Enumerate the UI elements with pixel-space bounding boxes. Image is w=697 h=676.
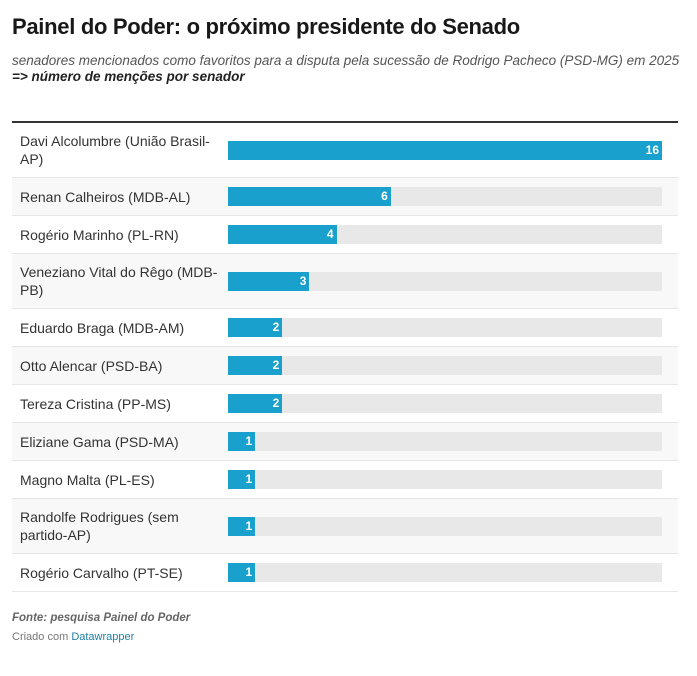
bar-row: Randolfe Rodrigues (sem partido-AP) 1	[12, 499, 678, 554]
value-label: 3	[299, 273, 307, 288]
bar-row: Rogério Marinho (PL-RN) 4	[12, 216, 678, 254]
category-label: Magno Malta (PL-ES)	[20, 471, 155, 488]
bar-row: Eliziane Gama (PSD-MA) 1	[12, 423, 678, 461]
bar: 6	[228, 187, 391, 206]
bar-track: 3	[228, 271, 662, 291]
bar: 16	[228, 140, 662, 160]
bar-track: 4	[228, 225, 662, 244]
category-label: Otto Alencar (PSD-BA)	[20, 357, 163, 374]
bar-chart: Davi Alcolumbre (União Brasil-AP) 16 Renan…	[12, 121, 678, 592]
bar: 1	[228, 432, 256, 451]
bar-track: 2	[228, 394, 662, 413]
bar: 1	[228, 470, 256, 489]
value-label: 1	[245, 518, 253, 533]
bar-row: Rogério Carvalho (PT-SE) 1	[12, 554, 678, 592]
bar: 1	[228, 563, 256, 582]
bar-track: 1	[228, 516, 662, 536]
bar-track: 6	[228, 187, 662, 206]
category-label: Rogério Carvalho (PT-SE)	[20, 564, 183, 581]
value-label: 2	[272, 320, 280, 334]
category-label: Eliziane Gama (PSD-MA)	[20, 433, 179, 450]
bar-row: Tereza Cristina (PP-MS) 2	[12, 385, 678, 423]
bar: 3	[228, 271, 310, 291]
value-label: 2	[272, 396, 280, 410]
value-label: 4	[326, 227, 334, 241]
value-label: 1	[245, 434, 253, 448]
credit-prefix: Criado com	[12, 631, 69, 643]
bar: 2	[228, 356, 283, 375]
chart-subtitle: senadores mencionados como favoritos par…	[12, 53, 680, 68]
value-label: 6	[381, 189, 388, 203]
value-label: 16	[645, 142, 659, 157]
category-label: Davi Alcolumbre (União Brasil-AP)	[20, 133, 210, 167]
category-label: Rogério Marinho (PL-RN)	[20, 226, 179, 243]
bar-row: Veneziano Vital do Rêgo (MDB-PB) 3	[12, 254, 678, 309]
bar: 4	[228, 225, 337, 244]
bar-track: 2	[228, 318, 662, 337]
bar-track: 2	[228, 356, 662, 375]
bar-row: Davi Alcolumbre (União Brasil-AP) 16	[12, 123, 678, 178]
datawrapper-link[interactable]: Datawrapper	[71, 631, 135, 643]
category-label: Veneziano Vital do Rêgo (MDB-PB)	[20, 264, 218, 298]
category-label: Randolfe Rodrigues (sem partido-AP)	[20, 509, 179, 543]
source-note: Fonte: pesquisa Painel do Poder	[12, 612, 191, 624]
value-label: 2	[272, 358, 280, 372]
category-label: Renan Calheiros (MDB-AL)	[20, 188, 191, 205]
bar: 1	[228, 516, 256, 536]
chart-title: Painel do Poder: o próximo presidente do…	[12, 14, 520, 39]
bar-track: 1	[228, 470, 662, 489]
category-label: Eduardo Braga (MDB-AM)	[20, 319, 185, 336]
bar-track: 1	[228, 432, 662, 451]
credit: Criado com Datawrapper	[12, 631, 685, 643]
value-label: 1	[245, 472, 253, 486]
category-label: Tereza Cristina (PP-MS)	[20, 395, 171, 412]
chart-subtitle-2: => número de menções por senador	[12, 69, 245, 84]
bar-track: 1	[228, 563, 662, 582]
bar-row: Magno Malta (PL-ES) 1	[12, 461, 678, 499]
bar-row: Otto Alencar (PSD-BA) 2	[12, 347, 678, 385]
bar-row: Eduardo Braga (MDB-AM) 2	[12, 309, 678, 347]
bar: 2	[228, 394, 283, 413]
value-label: 1	[245, 565, 253, 579]
bar-track: 16	[228, 140, 662, 160]
bar-row: Renan Calheiros (MDB-AL) 6	[12, 178, 678, 216]
bar: 2	[228, 318, 283, 337]
